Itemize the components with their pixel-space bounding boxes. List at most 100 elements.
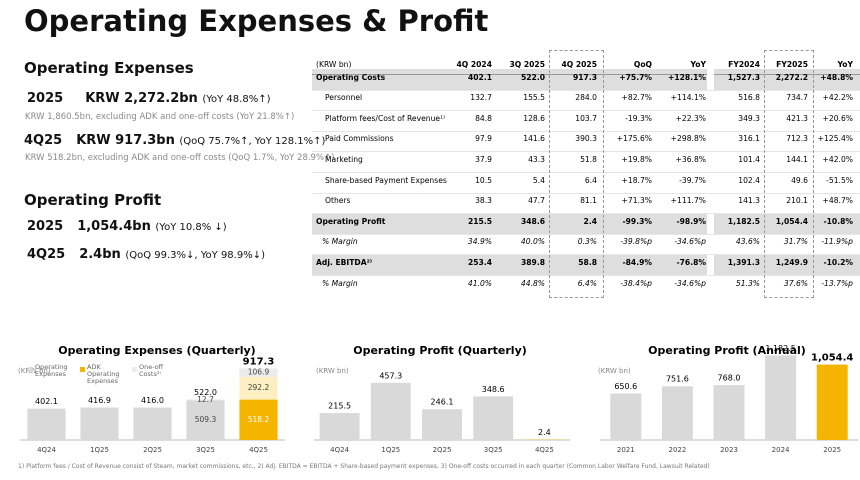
bar [370, 382, 411, 440]
value-label: 348.6 [482, 385, 505, 394]
table-cell: -11.9%p [821, 237, 853, 247]
x-tick-label: 3Q25 [484, 446, 503, 454]
summary-line: 4Q25 2.4bn (QoQ 99.3%↓, YoY 98.9%↓) [27, 247, 265, 262]
value: KRW 2,272.2bn [85, 91, 198, 106]
table-cell: 51.8 [580, 154, 597, 164]
table-cell: Share-based Payment Expenses [325, 175, 447, 185]
table-cell: +22.3% [675, 113, 707, 123]
table-cell: Operating Costs [316, 72, 386, 82]
bar [713, 385, 745, 440]
value-label: 768.0 [718, 374, 741, 383]
table-header: 4Q 2024 [456, 60, 492, 69]
table-cell: 421.3 [786, 113, 808, 123]
table-cell: 1,054.4 [775, 216, 808, 226]
table-cell: 6.4 [584, 175, 597, 185]
change: (YoY 48.8%↑) [202, 94, 271, 105]
bar-segment [186, 400, 225, 440]
unit-label: (KRW bn) [598, 367, 631, 375]
table-cell: 102.4 [738, 175, 760, 185]
table-cell: +128.1% [668, 72, 706, 82]
table-cell: +20.6% [822, 113, 854, 123]
period: 4Q25 [24, 133, 63, 148]
section-heading: Operating Expenses [24, 59, 194, 77]
row-background [312, 213, 707, 234]
bar [319, 413, 360, 440]
x-tick-label: 2022 [668, 446, 686, 454]
legend-label: Operating Expenses [35, 363, 68, 378]
table-cell: -10.8% [823, 216, 854, 226]
table-cell: % Margin [322, 237, 358, 247]
table-cell: +42.2% [822, 93, 854, 103]
row-rule [312, 151, 860, 153]
bar [610, 393, 642, 440]
table-cell: Personnel [325, 93, 363, 103]
table-cell: 141.3 [738, 196, 760, 206]
segment-label: 12.7 [197, 395, 214, 404]
table-cell: +18.7% [621, 175, 653, 185]
highlight-box [764, 50, 814, 298]
table-cell: 37.9 [475, 154, 492, 164]
period: 2025 [27, 219, 64, 234]
table-cell: Adj. EBITDA²⁾ [316, 257, 373, 267]
bar [816, 364, 848, 440]
table-cell: -38.4%p [620, 278, 652, 288]
table-cell: -76.8% [676, 257, 707, 267]
highlight-box [549, 50, 604, 298]
summary-line: 4Q25 KRW 917.3bn (QoQ 75.7%↑, YoY 128.1%↑… [24, 133, 325, 148]
header-rule [312, 74, 707, 75]
section-heading: Operating Profit [24, 191, 162, 209]
total-label: 416.9 [88, 396, 111, 405]
table-cell: -51.5% [826, 175, 853, 185]
bar-segment [80, 407, 119, 440]
table-cell: Operating Profit [316, 216, 386, 226]
header-rule [714, 74, 860, 75]
total-label: 522.0 [194, 388, 217, 397]
value-label: 246.1 [431, 398, 454, 407]
total-label: 416.0 [141, 396, 164, 405]
bar-segment [239, 368, 278, 377]
table-cell: +42.0% [822, 154, 854, 164]
value-label: 1,054.4 [811, 353, 853, 364]
x-tick-label: 4Q25 [249, 446, 268, 454]
table-cell: 5.4 [532, 175, 545, 185]
change: (QoQ 99.3%↓, YoY 98.9%↓) [125, 250, 265, 261]
x-tick-label: 2Q25 [433, 446, 452, 454]
summary-note: KRW 518.2bn, excluding ADK and one-off c… [25, 153, 335, 163]
bar [661, 386, 693, 440]
segment-label: 106.9 [248, 368, 270, 377]
change: (QoQ 75.7%↑, YoY 128.1%↑) [179, 136, 326, 147]
table-cell: 522.0 [520, 72, 545, 82]
table-cell: -39.8%p [620, 237, 652, 247]
x-tick-label: 2024 [772, 446, 790, 454]
value-label: 751.6 [666, 375, 689, 384]
row-rule [312, 110, 860, 112]
table-header: FY2025 [776, 60, 808, 69]
table-cell: -19.3% [625, 113, 652, 123]
table-cell: 97.9 [475, 134, 492, 144]
x-tick-label: 2Q25 [143, 446, 162, 454]
bar-segment [239, 399, 278, 440]
total-label: 917.3 [243, 356, 275, 367]
table-cell: 40.0% [520, 237, 545, 247]
x-tick-label: 4Q24 [330, 446, 349, 454]
period: 4Q25 [27, 247, 66, 262]
row-rule [312, 213, 860, 215]
summary-note: KRW 1,860.5bn, excluding ADK and one-off… [25, 112, 295, 122]
table-cell: 141.6 [523, 134, 545, 144]
table-cell: 41.0% [467, 278, 492, 288]
table-cell: 215.5 [467, 216, 492, 226]
legend-label: One-off Costs³⁾ [139, 363, 164, 378]
x-tick-label: 1Q25 [90, 446, 109, 454]
table-cell: 2.4 [583, 216, 597, 226]
table-cell: Platform fees/Cost of Revenue¹⁾ [325, 113, 445, 123]
table-cell: -84.9% [622, 257, 653, 267]
value-label: 650.6 [614, 382, 637, 391]
table-cell: 155.5 [523, 93, 545, 103]
table-cell: 253.4 [467, 257, 492, 267]
legend-label: ADK Operating Expenses [87, 363, 120, 385]
table-cell: 390.3 [575, 134, 597, 144]
row-rule [312, 192, 860, 194]
table-cell: 210.1 [786, 196, 808, 206]
table-cell: 101.4 [738, 154, 760, 164]
